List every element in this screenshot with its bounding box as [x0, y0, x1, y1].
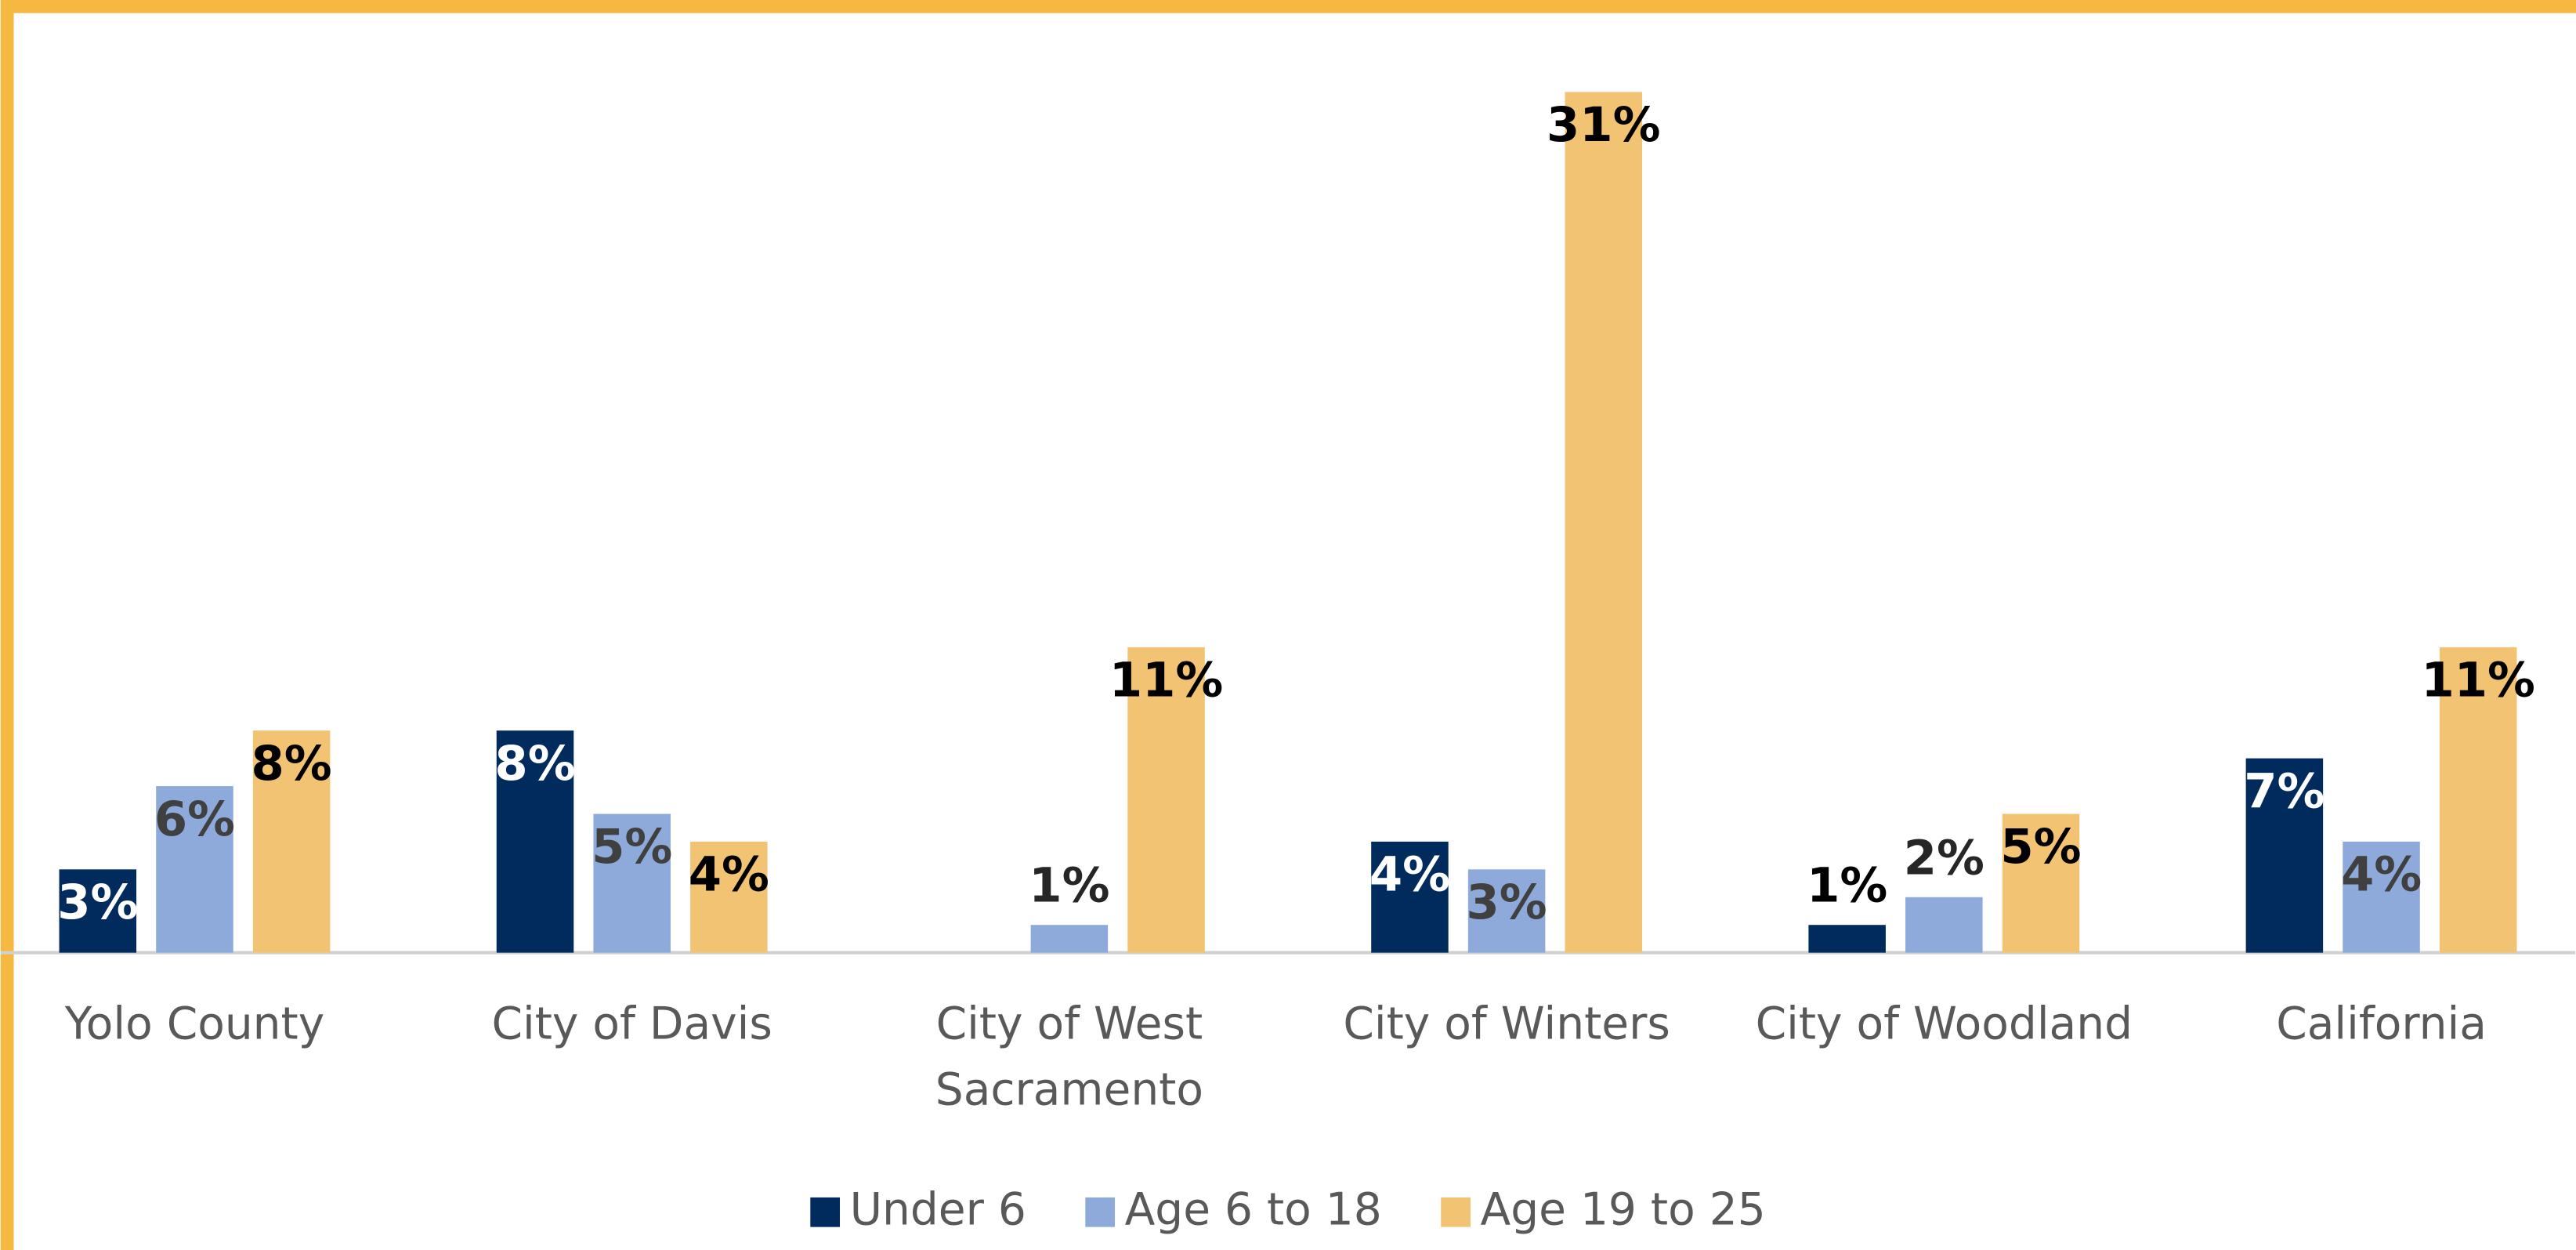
- legend-swatch: [1085, 1197, 1116, 1227]
- data-label: 6%: [154, 792, 235, 847]
- data-label: 8%: [494, 737, 575, 792]
- legend-label: Age 19 to 25: [1481, 1183, 1766, 1235]
- bar: [1808, 925, 1886, 953]
- bar: [1905, 897, 1983, 953]
- data-label: 3%: [57, 875, 138, 930]
- data-label: 5%: [592, 820, 672, 875]
- x-tick-label: City of Davis: [492, 998, 772, 1050]
- legend-label: Under 6: [850, 1183, 1026, 1235]
- bar: [1371, 841, 1449, 953]
- data-label: 3%: [1467, 875, 1547, 930]
- bar: [59, 869, 137, 953]
- data-label: 11%: [2421, 654, 2534, 708]
- legend-swatch: [810, 1197, 841, 1227]
- bar: [156, 786, 233, 953]
- data-label: 1%: [1807, 859, 1887, 914]
- data-label: 7%: [2244, 764, 2325, 819]
- bar: [2439, 647, 2517, 953]
- bar: [2343, 841, 2420, 953]
- bar: [593, 813, 671, 953]
- data-label: 4%: [2341, 848, 2422, 903]
- x-tick-label: City of Woodland: [1756, 998, 2133, 1050]
- data-label: 8%: [251, 737, 332, 792]
- legend: Under 6 Age 6 to 18 Age 19 to 25: [810, 1183, 1766, 1235]
- data-label: 2%: [1904, 831, 1984, 886]
- data-label: 11%: [1109, 654, 1223, 708]
- bar: [252, 730, 331, 953]
- data-label: 4%: [689, 848, 769, 903]
- bar: [1467, 869, 1546, 953]
- bar: [2245, 758, 2324, 953]
- bar: [496, 730, 574, 953]
- bar: [1030, 925, 1109, 953]
- bar: [1127, 647, 1205, 953]
- x-tick-label: City of Winters: [1343, 998, 1670, 1050]
- bar: [690, 841, 768, 953]
- x-tick-label: City of West: [936, 998, 1203, 1050]
- data-label: 5%: [2000, 820, 2081, 875]
- data-label: 1%: [1029, 859, 1109, 914]
- x-tick-label: Sacramento: [935, 1063, 1203, 1115]
- x-tick-label: California: [2276, 998, 2487, 1050]
- bar: [1565, 92, 1643, 953]
- data-label: 31%: [1547, 98, 1660, 153]
- x-tick-label: Yolo County: [64, 998, 324, 1050]
- legend-swatch: [1441, 1197, 1471, 1227]
- data-label: 4%: [1369, 848, 1450, 903]
- bar: [2002, 813, 2080, 953]
- legend-label: Age 6 to 18: [1125, 1183, 1382, 1235]
